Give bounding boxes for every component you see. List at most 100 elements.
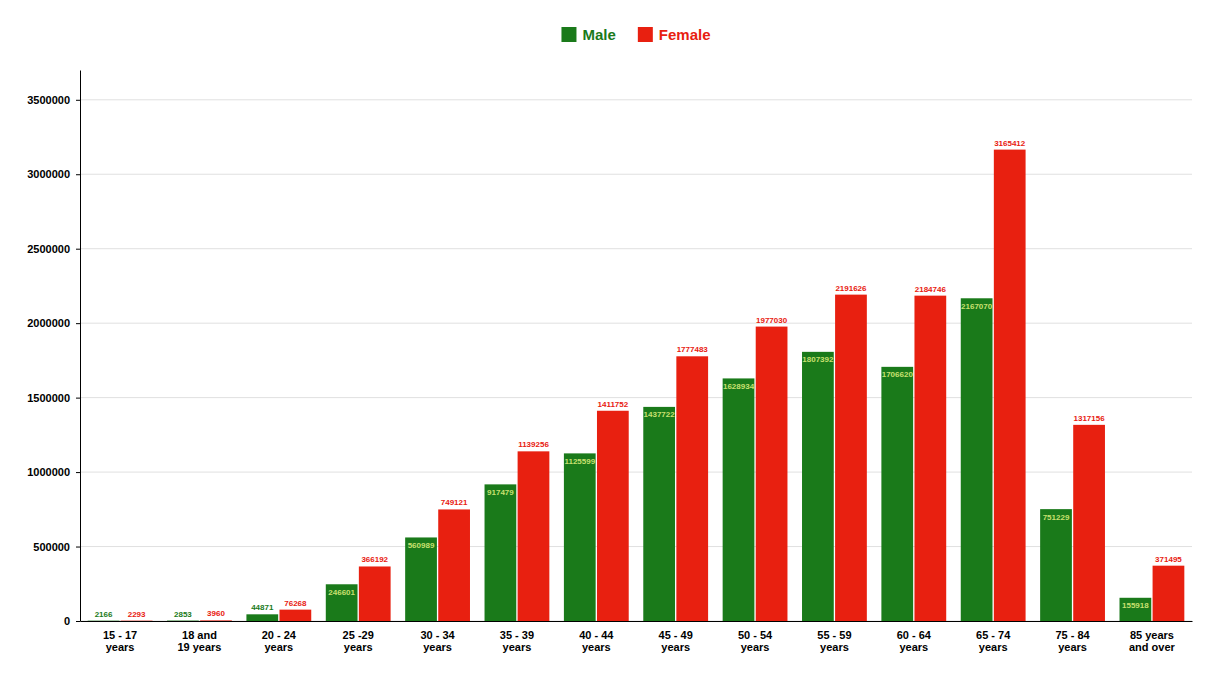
bars xyxy=(88,150,1185,621)
x-tick-label-line: years xyxy=(741,641,770,653)
y-tick-label: 0 xyxy=(64,615,70,627)
x-tick-label-line: years xyxy=(106,641,135,653)
bar xyxy=(723,378,755,621)
x-tick: 75 - 84years xyxy=(1055,629,1090,654)
x-tick: 20 - 24years xyxy=(262,629,297,654)
data-label: 1317156 xyxy=(1074,414,1106,423)
data-label: 2191626 xyxy=(835,284,867,293)
bar xyxy=(405,537,437,621)
legend: Male Female xyxy=(561,26,710,43)
y-tick-mark xyxy=(76,547,80,548)
x-tick: 25 -29years xyxy=(343,629,374,654)
x-tick: 50 - 54years xyxy=(738,629,773,654)
y-tick: 2000000 xyxy=(27,317,80,329)
x-tick: 60 - 64years xyxy=(897,629,932,654)
y-tick-label: 1000000 xyxy=(27,466,70,478)
bar xyxy=(88,620,120,621)
data-labels: 2166285344871246601560989917479112559914… xyxy=(95,139,1183,619)
x-tick-label-line: 65 - 74 xyxy=(976,629,1011,641)
bar xyxy=(246,614,278,621)
x-tick-label-line: 19 years xyxy=(177,641,221,653)
y-tick-mark xyxy=(76,249,80,250)
grid-line xyxy=(80,99,1192,100)
y-tick-label: 3000000 xyxy=(27,168,70,180)
data-label: 366192 xyxy=(361,555,388,564)
x-tick-label: 50 - 54years xyxy=(738,629,773,654)
data-label: 2853 xyxy=(174,610,192,619)
data-label: 751229 xyxy=(1043,513,1070,522)
bar xyxy=(914,296,946,621)
bar xyxy=(167,620,199,621)
bar xyxy=(279,610,311,621)
y-tick: 1500000 xyxy=(27,392,80,404)
y-tick: 1000000 xyxy=(27,466,80,478)
bar xyxy=(1120,598,1152,621)
legend-swatch xyxy=(638,27,653,42)
grid xyxy=(80,100,1192,621)
bar xyxy=(200,620,232,621)
x-tick-label: 25 -29years xyxy=(343,629,374,654)
data-label: 2166 xyxy=(95,610,113,619)
x-tick: 18 and19 years xyxy=(177,629,221,654)
data-label: 44871 xyxy=(251,603,274,612)
x-tick-label-line: 45 - 49 xyxy=(659,629,693,641)
x-tick: 55 - 59years xyxy=(817,629,851,654)
x-tick-label: 60 - 64years xyxy=(897,629,932,654)
x-tick-label-line: years xyxy=(1058,641,1087,653)
x-tick-label: 30 - 34years xyxy=(420,629,455,654)
data-label: 76268 xyxy=(284,599,307,608)
x-tick-label-line: 15 - 17 xyxy=(103,629,137,641)
bar xyxy=(881,367,913,621)
y-tick: 3000000 xyxy=(27,168,80,180)
data-label: 1125599 xyxy=(564,457,595,466)
x-tick-label: 35 - 39years xyxy=(500,629,534,654)
x-tick-label-line: 85 years xyxy=(1130,629,1174,641)
y-tick-mark xyxy=(76,398,80,399)
data-label: 1807392 xyxy=(802,355,834,364)
x-tick-label-line: 20 - 24 xyxy=(262,629,297,641)
x-axis-line xyxy=(81,621,1193,622)
y-tick: 2500000 xyxy=(27,243,80,255)
data-label: 1437722 xyxy=(644,410,676,419)
data-label: 2293 xyxy=(128,610,146,619)
data-label: 917479 xyxy=(487,488,514,497)
chart: 0500000100000015000002000000250000030000… xyxy=(0,0,1212,691)
data-label: 749121 xyxy=(441,498,468,507)
bar xyxy=(676,356,708,621)
bar xyxy=(1073,425,1105,621)
data-label: 2184746 xyxy=(915,285,947,294)
x-tick-label: 65 - 74years xyxy=(976,629,1011,654)
bar xyxy=(597,411,629,621)
bar xyxy=(1040,509,1072,621)
x-tick-label-line: years xyxy=(344,641,373,653)
x-tick-label-line: years xyxy=(582,641,611,653)
x-tick-label-line: years xyxy=(979,641,1008,653)
legend-item: Male xyxy=(561,26,615,43)
y-tick-mark xyxy=(76,472,80,473)
x-tick-label-line: 35 - 39 xyxy=(500,629,534,641)
x-tick-label: 15 - 17years xyxy=(103,629,137,654)
x-tick: 15 - 17years xyxy=(103,629,137,654)
bar xyxy=(564,453,596,621)
x-tick: 35 - 39years xyxy=(500,629,534,654)
y-tick-label: 3500000 xyxy=(27,94,70,106)
legend-item: Female xyxy=(638,26,711,43)
x-tick-label-line: years xyxy=(899,641,928,653)
x-tick-label-line: 60 - 64 xyxy=(897,629,932,641)
x-tick-label: 75 - 84years xyxy=(1055,629,1090,654)
x-tick-label: 45 - 49years xyxy=(659,629,693,654)
plot: 0500000100000015000002000000250000030000… xyxy=(27,71,1192,654)
data-label: 1977030 xyxy=(756,316,788,325)
bar xyxy=(1153,566,1185,621)
x-tick-label-line: years xyxy=(503,641,532,653)
x-tick: 65 - 74years xyxy=(976,629,1011,654)
data-label: 560989 xyxy=(408,541,435,550)
bar xyxy=(518,451,550,621)
x-tick: 40 - 44years xyxy=(579,629,614,654)
x-tick-label-line: 25 -29 xyxy=(343,629,374,641)
y-tick-mark xyxy=(76,100,80,101)
x-tick-label-line: years xyxy=(820,641,849,653)
data-label: 371495 xyxy=(1155,555,1182,564)
y-tick-label: 1500000 xyxy=(27,392,70,404)
x-tick-label-line: 40 - 44 xyxy=(579,629,614,641)
